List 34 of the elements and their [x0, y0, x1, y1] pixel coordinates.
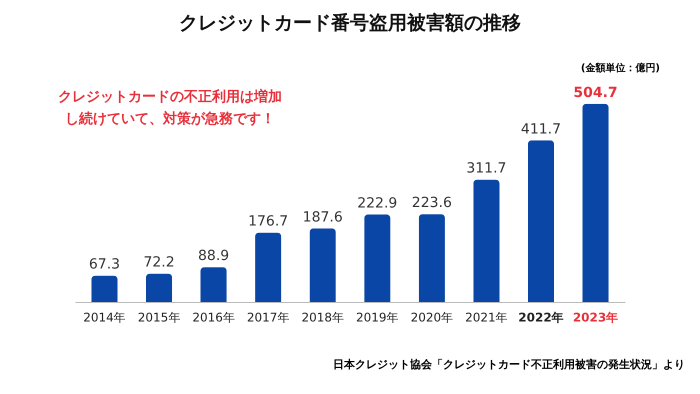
- bar: [364, 214, 390, 302]
- x-tick-label: 2023年: [572, 310, 618, 324]
- text: 日本クレジット協会「クレジットカード不正利用被害の発生状況」より: [333, 358, 685, 371]
- chart-subtitle: (金額単位：億円): [580, 62, 660, 74]
- x-tick-label: 2020年: [410, 310, 454, 324]
- x-tick-label: 2021年: [465, 310, 508, 324]
- data-label: 67.3: [88, 256, 120, 273]
- data-label: 176.7: [248, 214, 288, 230]
- data-label: 411.7: [520, 121, 562, 138]
- data-label: 504.7: [573, 84, 618, 101]
- data-label: 187.6: [302, 209, 343, 226]
- data-label: 311.7: [466, 160, 506, 177]
- x-tick-label: 2019年: [356, 310, 399, 324]
- data-label: 88.9: [198, 248, 230, 264]
- x-tick-label: 2015年: [138, 310, 180, 324]
- bar: [91, 276, 118, 302]
- x-tick-label: 2018年: [301, 310, 344, 324]
- data-label: 72.2: [143, 254, 175, 271]
- bar: [418, 214, 445, 302]
- bar: [200, 267, 227, 302]
- bar: [255, 232, 282, 302]
- bar: [473, 180, 500, 302]
- x-tick-label: 2014年: [83, 310, 126, 324]
- bar: [582, 104, 609, 302]
- bar: [310, 228, 336, 302]
- chart-title: クレジットカード番号盗用被害額の推移: [179, 12, 521, 34]
- bar: [146, 274, 172, 302]
- bar: [528, 140, 554, 302]
- x-tick-label: 2017年: [246, 310, 290, 324]
- data-label: 222.9: [357, 195, 398, 212]
- annotation: クレジットカードの不正利用は増加し続けていて、対策が急務です！: [58, 88, 282, 127]
- data-label: 223.6: [412, 195, 452, 212]
- x-tick-label: 2016年: [192, 310, 235, 324]
- x-tick-label: 2022年: [518, 310, 564, 324]
